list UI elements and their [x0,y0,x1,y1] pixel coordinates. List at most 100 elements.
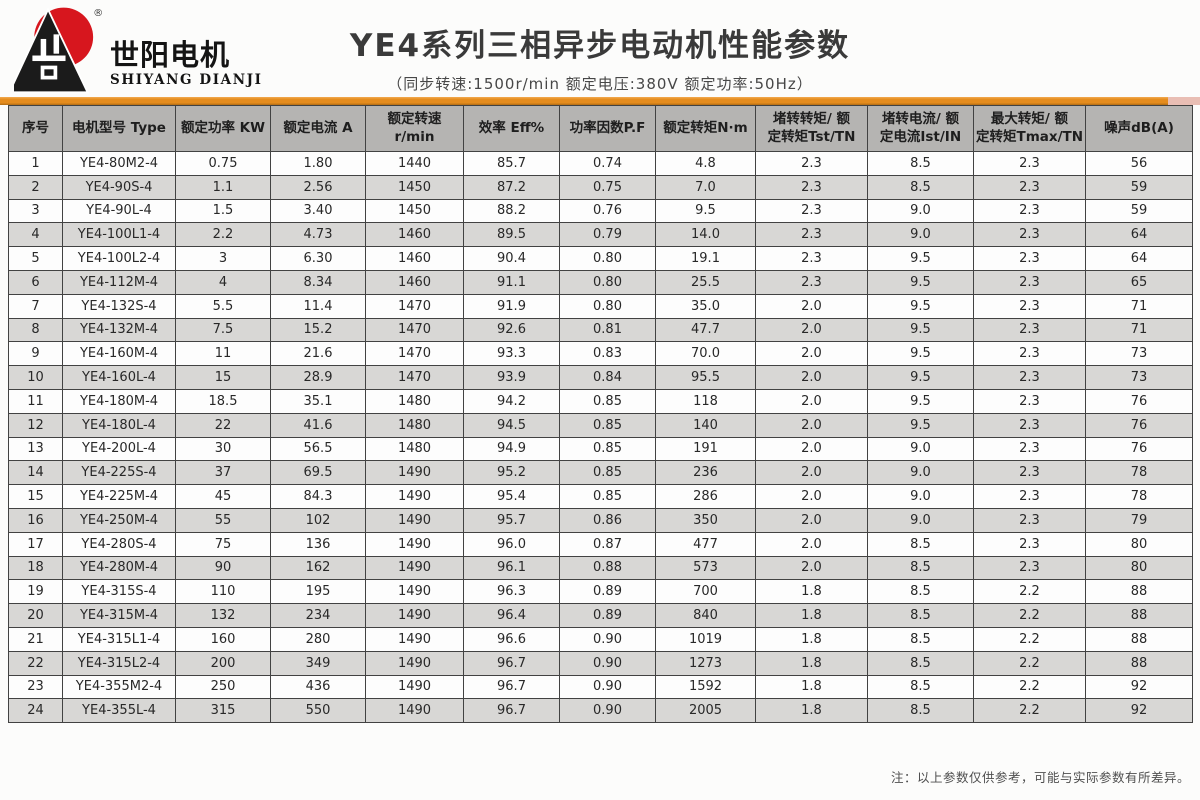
cell-efficiency: 85.7 [463,151,560,176]
cell-index: 15 [8,484,63,509]
table-row: 3 YE4-90L-4 1.5 3.40 1450 88.2 0.76 9.5 … [8,198,1193,224]
cell-efficiency: 96.4 [463,603,560,628]
cell-index: 14 [8,460,63,486]
cell-max-torque: 2.3 [973,246,1086,271]
cell-rated-power: 1.1 [175,174,271,200]
cell-rated-torque: 2005 [655,698,756,724]
cell-rated-torque: 7.0 [655,174,756,200]
cell-locked-current: 9.5 [867,365,974,390]
cell-rated-torque: 573 [655,555,756,581]
cell-rated-current: 162 [270,555,366,581]
cell-efficiency: 91.9 [463,293,560,319]
cell-rated-torque: 191 [655,436,756,462]
cell-locked-torque: 2.0 [755,555,868,581]
table-row: 5 YE4-100L2-4 3 6.30 1460 90.4 0.80 19.1… [8,246,1193,271]
table-row: 12 YE4-180L-4 22 41.6 1480 94.5 0.85 140… [8,412,1193,438]
cell-model: YE4-180L-4 [62,412,176,438]
cell-model: YE4-280S-4 [62,531,176,557]
col-header-model: 电机型号 Type [62,105,176,152]
cell-rated-current: 15.2 [270,317,366,343]
cell-rated-current: 102 [270,507,366,533]
sun-mountain-logo-icon: ® [14,7,103,94]
cell-rated-power: 2.2 [175,222,271,248]
cell-locked-current: 9.5 [867,293,974,319]
cell-max-torque: 2.3 [973,198,1086,224]
table-row: 18 YE4-280M-4 90 162 1490 96.1 0.88 573 … [8,555,1193,581]
cell-model: YE4-132S-4 [62,293,176,319]
cell-locked-torque: 2.3 [755,198,868,224]
cell-model: YE4-100L2-4 [62,246,176,271]
cell-rated-current: 195 [270,579,366,605]
cell-model: YE4-80M2-4 [62,151,176,176]
cell-rated-speed: 1470 [365,317,464,343]
cell-noise: 71 [1085,317,1193,343]
cell-rated-speed: 1490 [365,531,464,557]
header: YE4系列三相异步电动机性能参数 （同步转速:1500r/min 额定电压:38… [0,20,1200,94]
cell-max-torque: 2.3 [973,222,1086,248]
cell-rated-speed: 1490 [365,484,464,509]
cell-noise: 64 [1085,246,1193,271]
cell-max-torque: 2.2 [973,650,1086,676]
cell-power-factor: 0.90 [559,674,656,700]
cell-max-torque: 2.3 [973,555,1086,581]
cell-max-torque: 2.2 [973,626,1086,652]
cell-locked-torque: 2.0 [755,293,868,319]
cell-max-torque: 2.3 [973,151,1086,176]
cell-rated-power: 30 [175,436,271,462]
cell-locked-current: 8.5 [867,650,974,676]
table-row: 15 YE4-225M-4 45 84.3 1490 95.4 0.85 286… [8,484,1193,509]
cell-rated-power: 55 [175,507,271,533]
cell-rated-speed: 1490 [365,460,464,486]
cell-model: YE4-225M-4 [62,484,176,509]
cell-locked-torque: 1.8 [755,603,868,628]
cell-rated-current: 1.80 [270,151,366,176]
cell-rated-torque: 47.7 [655,317,756,343]
cell-rated-power: 132 [175,603,271,628]
cell-rated-current: 6.30 [270,246,366,271]
cell-index: 18 [8,555,63,581]
cell-noise: 65 [1085,269,1193,295]
cell-rated-current: 234 [270,603,366,628]
col-header-power-factor: 功率因数P.F [559,105,656,152]
cell-index: 4 [8,222,63,248]
cell-locked-torque: 2.0 [755,412,868,438]
cell-max-torque: 2.3 [973,269,1086,295]
cell-locked-torque: 2.0 [755,388,868,414]
col-header-efficiency: 效率 Eff% [463,105,560,152]
cell-noise: 73 [1085,341,1193,367]
col-header-max-torque: 最大转矩/ 额 定转矩Tmax/TN [973,105,1086,152]
cell-model: YE4-355L-4 [62,698,176,724]
cell-locked-torque: 2.3 [755,222,868,248]
cell-locked-current: 8.5 [867,174,974,200]
cell-rated-power: 3 [175,246,271,271]
cell-locked-torque: 2.0 [755,507,868,533]
cell-index: 21 [8,626,63,652]
cell-rated-current: 35.1 [270,388,366,414]
table-row: 20 YE4-315M-4 132 234 1490 96.4 0.89 840… [8,603,1193,628]
cell-locked-torque: 2.0 [755,341,868,367]
cell-efficiency: 90.4 [463,246,560,271]
cell-index: 19 [8,579,63,605]
cell-power-factor: 0.83 [559,341,656,367]
cell-efficiency: 93.3 [463,341,560,367]
cell-rated-speed: 1490 [365,555,464,581]
col-header-locked-torque: 堵转转矩/ 额 定转矩Tst/TN [755,105,868,152]
table-row: 13 YE4-200L-4 30 56.5 1480 94.9 0.85 191… [8,436,1193,462]
disclaimer-note: 注：以上参数仅供参考，可能与实际参数有所差异。 [890,770,1190,785]
cell-efficiency: 96.3 [463,579,560,605]
cell-max-torque: 2.2 [973,603,1086,628]
cell-noise: 76 [1085,412,1193,438]
cell-noise: 76 [1085,436,1193,462]
cell-model: YE4-100L1-4 [62,222,176,248]
cell-rated-power: 90 [175,555,271,581]
cell-locked-torque: 2.3 [755,269,868,295]
cell-max-torque: 2.3 [973,388,1086,414]
accent-bar-tip [1168,97,1200,105]
cell-model: YE4-90L-4 [62,198,176,224]
table-row: 4 YE4-100L1-4 2.2 4.73 1460 89.5 0.79 14… [8,222,1193,248]
table-row: 7 YE4-132S-4 5.5 11.4 1470 91.9 0.80 35.… [8,293,1193,319]
cell-efficiency: 95.2 [463,460,560,486]
cell-efficiency: 96.0 [463,531,560,557]
cell-efficiency: 95.7 [463,507,560,533]
cell-rated-power: 5.5 [175,293,271,319]
